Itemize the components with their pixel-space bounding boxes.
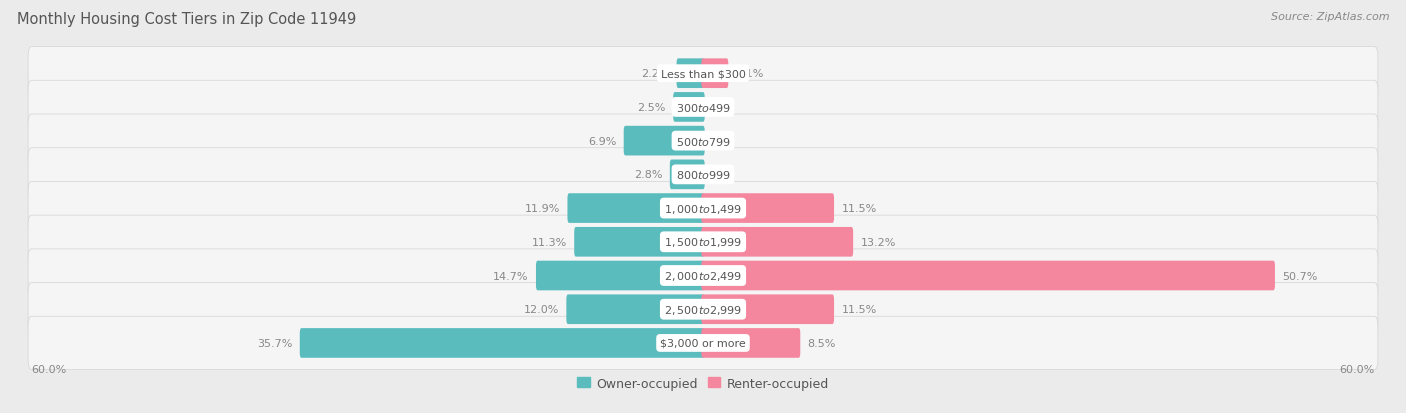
Text: 60.0%: 60.0%	[1340, 364, 1375, 374]
FancyBboxPatch shape	[702, 228, 853, 257]
FancyBboxPatch shape	[673, 93, 704, 123]
Text: 12.0%: 12.0%	[523, 304, 560, 314]
FancyBboxPatch shape	[669, 160, 704, 190]
Text: 13.2%: 13.2%	[860, 237, 896, 247]
FancyBboxPatch shape	[702, 59, 728, 89]
FancyBboxPatch shape	[28, 283, 1378, 336]
FancyBboxPatch shape	[28, 182, 1378, 235]
FancyBboxPatch shape	[28, 47, 1378, 101]
FancyBboxPatch shape	[28, 81, 1378, 134]
Text: 35.7%: 35.7%	[257, 338, 292, 348]
Text: $300 to $499: $300 to $499	[675, 102, 731, 114]
Text: Source: ZipAtlas.com: Source: ZipAtlas.com	[1271, 12, 1389, 22]
Text: 11.9%: 11.9%	[524, 204, 560, 214]
Text: $1,500 to $1,999: $1,500 to $1,999	[664, 236, 742, 249]
FancyBboxPatch shape	[574, 228, 704, 257]
FancyBboxPatch shape	[299, 328, 704, 358]
Text: 50.7%: 50.7%	[1282, 271, 1317, 281]
Text: 11.5%: 11.5%	[841, 204, 876, 214]
Text: 8.5%: 8.5%	[807, 338, 837, 348]
FancyBboxPatch shape	[28, 115, 1378, 168]
FancyBboxPatch shape	[28, 216, 1378, 269]
Text: $800 to $999: $800 to $999	[675, 169, 731, 181]
FancyBboxPatch shape	[28, 316, 1378, 370]
Text: Monthly Housing Cost Tiers in Zip Code 11949: Monthly Housing Cost Tiers in Zip Code 1…	[17, 12, 356, 27]
Text: 14.7%: 14.7%	[494, 271, 529, 281]
Text: 2.5%: 2.5%	[637, 103, 666, 113]
FancyBboxPatch shape	[676, 59, 704, 89]
FancyBboxPatch shape	[624, 126, 704, 156]
Text: 11.5%: 11.5%	[841, 304, 876, 314]
Text: 60.0%: 60.0%	[31, 364, 66, 374]
Text: $2,000 to $2,499: $2,000 to $2,499	[664, 269, 742, 282]
FancyBboxPatch shape	[536, 261, 704, 291]
FancyBboxPatch shape	[28, 249, 1378, 302]
Text: 2.1%: 2.1%	[735, 69, 763, 79]
Text: 6.9%: 6.9%	[588, 136, 616, 146]
Text: $500 to $799: $500 to $799	[675, 135, 731, 147]
Text: Less than $300: Less than $300	[661, 69, 745, 79]
Legend: Owner-occupied, Renter-occupied: Owner-occupied, Renter-occupied	[572, 372, 834, 395]
Text: $2,500 to $2,999: $2,500 to $2,999	[664, 303, 742, 316]
Text: $1,000 to $1,499: $1,000 to $1,499	[664, 202, 742, 215]
FancyBboxPatch shape	[567, 294, 704, 324]
FancyBboxPatch shape	[702, 194, 834, 223]
Text: 2.2%: 2.2%	[641, 69, 669, 79]
FancyBboxPatch shape	[702, 261, 1275, 291]
FancyBboxPatch shape	[702, 328, 800, 358]
FancyBboxPatch shape	[702, 294, 834, 324]
Text: 2.8%: 2.8%	[634, 170, 662, 180]
FancyBboxPatch shape	[568, 194, 704, 223]
Text: 11.3%: 11.3%	[531, 237, 567, 247]
Text: $3,000 or more: $3,000 or more	[661, 338, 745, 348]
FancyBboxPatch shape	[28, 148, 1378, 202]
